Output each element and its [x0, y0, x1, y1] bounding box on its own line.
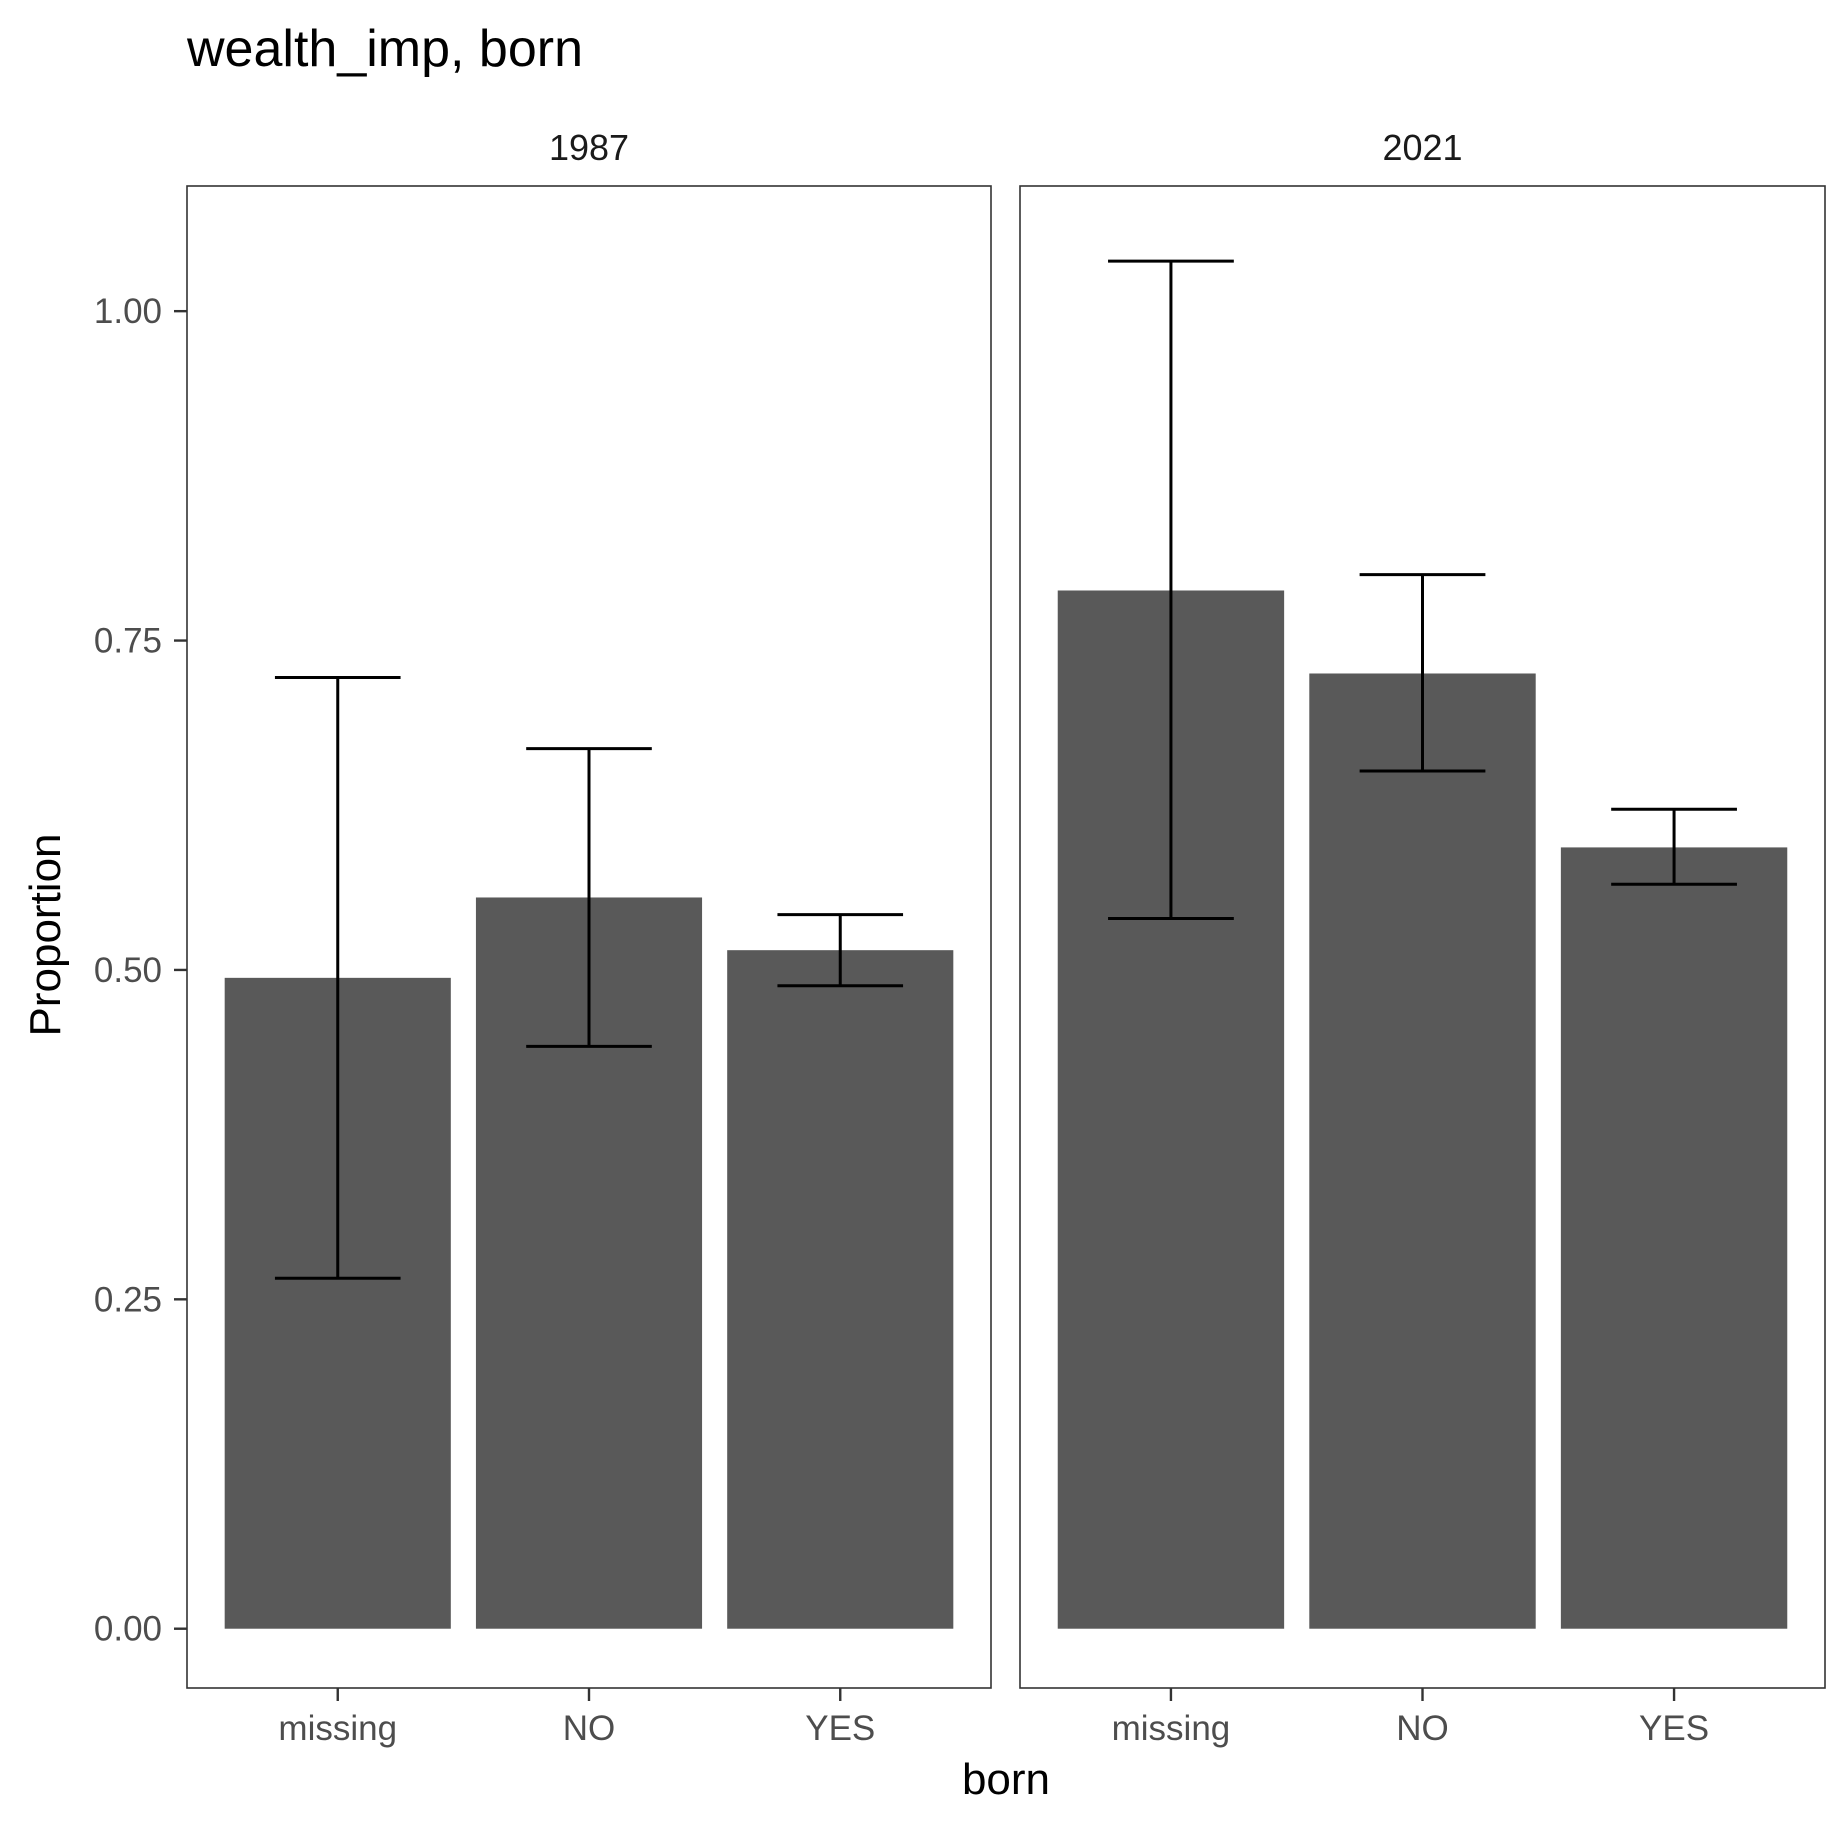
facet-panels: 1987 missing NO YES 2021 missing NO YES — [186, 127, 1826, 1748]
y-tick-label: 0.00 — [94, 1610, 162, 1649]
y-tick-label: 0.25 — [94, 1280, 162, 1319]
y-axis: 0.00 0.25 0.50 0.75 1.00 — [94, 292, 187, 1649]
x-axis-title: born — [962, 1755, 1050, 1804]
facet-panel-2021: 2021 missing NO YES — [1019, 127, 1826, 1748]
error-bar-NO — [526, 747, 652, 1048]
bar-YES — [727, 950, 954, 1629]
error-bar-missing — [274, 675, 401, 1280]
x-tick-label: YES — [805, 1709, 875, 1748]
x-tick-label: NO — [1396, 1709, 1449, 1748]
error-bar-YES — [1611, 807, 1737, 886]
error-bar-YES — [777, 913, 904, 988]
facet-panel-1987: 1987 missing NO YES — [186, 127, 992, 1748]
y-tick-label: 0.75 — [94, 622, 162, 661]
y-tick-label: 1.00 — [94, 292, 162, 331]
error-bar-missing — [1108, 259, 1234, 921]
bar-NO — [1309, 673, 1536, 1629]
chart-title: wealth_imp, born — [186, 20, 583, 78]
facet-strip-label: 1987 — [549, 127, 629, 168]
facet-strip-label: 2021 — [1382, 127, 1462, 168]
y-tick-label: 0.50 — [94, 951, 162, 990]
error-bar-NO — [1359, 573, 1486, 773]
x-tick-label: YES — [1639, 1709, 1709, 1748]
y-axis-title: Proportion — [21, 833, 70, 1036]
x-tick-label: missing — [278, 1709, 397, 1748]
bar-YES — [1560, 847, 1788, 1629]
x-tick-label: NO — [563, 1709, 616, 1748]
x-tick-label: missing — [1112, 1709, 1231, 1748]
